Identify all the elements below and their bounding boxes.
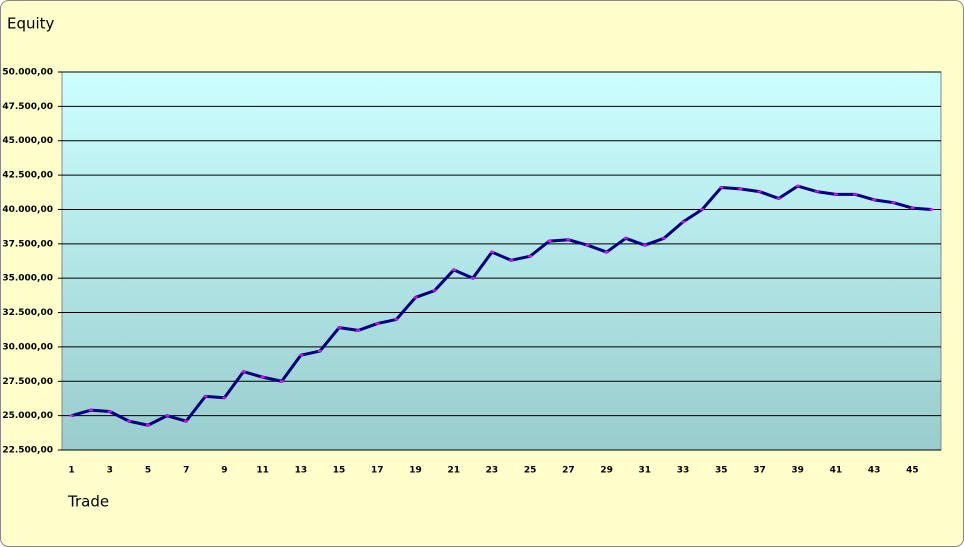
x-tick-label: 43	[868, 466, 881, 476]
x-tick-label: 29	[600, 466, 613, 476]
y-tick-label: 45.000,00	[2, 136, 53, 146]
x-tick-label: 39	[791, 466, 804, 476]
x-tick-label: 1	[68, 466, 74, 476]
x-tick-label: 25	[524, 466, 537, 476]
x-tick-label: 31	[639, 466, 652, 476]
x-tick-label: 19	[409, 466, 422, 476]
x-tick-label: 5	[145, 466, 151, 476]
y-tick-label: 22.500,00	[2, 446, 53, 456]
x-tick-label: 7	[183, 466, 189, 476]
x-tick-label: 35	[715, 466, 728, 476]
y-tick-label: 47.500,00	[2, 102, 53, 112]
x-tick-label: 9	[221, 466, 227, 476]
x-tick-label: 37	[753, 466, 766, 476]
y-tick-label: 25.000,00	[2, 411, 53, 421]
x-axis-label: Trade	[67, 493, 109, 511]
x-tick-label: 13	[295, 466, 308, 476]
x-tick-label: 17	[371, 466, 384, 476]
y-tick-label: 42.500,00	[2, 171, 53, 181]
y-tick-label: 37.500,00	[2, 239, 53, 249]
x-tick-label: 27	[562, 466, 575, 476]
chart-title: Equity	[7, 15, 55, 33]
x-tick-label: 23	[486, 466, 499, 476]
x-tick-label: 21	[447, 466, 460, 476]
x-tick-label: 41	[830, 466, 843, 476]
y-tick-label: 27.500,00	[2, 377, 53, 387]
y-tick-label: 32.500,00	[2, 308, 53, 318]
y-tick-label: 30.000,00	[2, 342, 53, 352]
x-tick-label: 15	[333, 466, 346, 476]
x-tick-label: 33	[677, 466, 690, 476]
x-tick-label: 45	[906, 466, 919, 476]
y-tick-label: 40.000,00	[2, 205, 53, 215]
x-tick-label: 11	[256, 466, 269, 476]
data-line	[71, 184, 932, 427]
plot-area	[61, 71, 942, 451]
y-tick-label: 35.000,00	[2, 274, 53, 284]
y-tick-label: 50.000,00	[2, 68, 53, 78]
x-tick-label: 3	[107, 466, 113, 476]
